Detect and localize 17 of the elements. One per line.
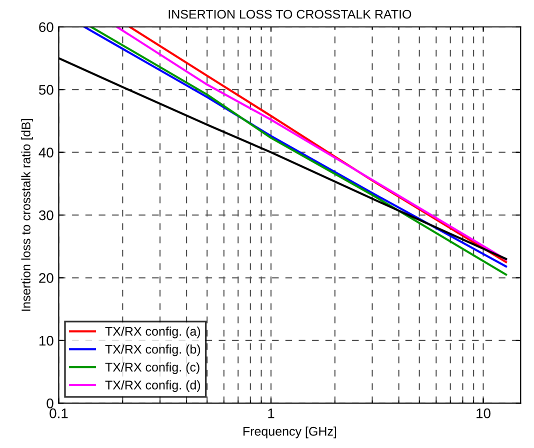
- legend-label: TX/RX config. (b): [105, 344, 200, 356]
- legend-label: TX/RX config. (c): [105, 362, 200, 374]
- x-tick-label: 10: [476, 408, 490, 418]
- y-tick-label: 20: [39, 273, 54, 283]
- y-axis-title: Insertion loss to crosstalk ratio [dB]: [21, 119, 33, 311]
- chart-title: INSERTION LOSS TO CROSSTALK RATIO: [168, 10, 412, 19]
- x-tick-label: 0.1: [50, 408, 68, 418]
- legend-label: TX/RX config. (d): [105, 380, 200, 392]
- y-tick-label: 0: [46, 398, 54, 408]
- x-axis-title: Frequency [GHz]: [243, 426, 336, 438]
- y-tick-label: 60: [39, 22, 54, 32]
- x-tick-label: 1: [268, 408, 274, 418]
- y-tick-label: 10: [39, 336, 54, 346]
- y-tick-label: 40: [38, 148, 54, 158]
- y-tick-label: 50: [38, 84, 54, 95]
- legend-label: TX/RX config. (a): [105, 326, 200, 338]
- y-tick-label: 30: [38, 210, 54, 220]
